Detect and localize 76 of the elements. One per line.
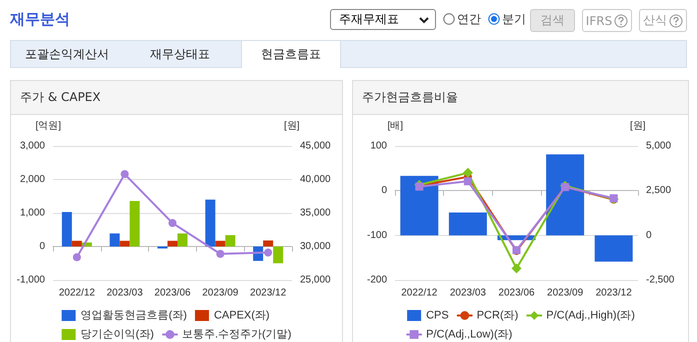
point [264, 248, 272, 257]
y2-tick-label: 40,000 [300, 174, 332, 185]
y-axis-title: [억원] [35, 120, 62, 132]
y-axis-title: [배] [387, 120, 404, 132]
bar [62, 212, 72, 246]
bar [400, 176, 438, 236]
bar [205, 200, 216, 246]
bar [168, 240, 178, 246]
text: 현금흐름표 [241, 40, 341, 68]
legend-label: 보통주.수정주가(기말) [182, 328, 292, 340]
point [120, 170, 129, 178]
legend-label: 영업활동현금흐름(좌) [80, 310, 187, 322]
y2-tick-label: 5,000 [646, 140, 672, 152]
text: 주재무제표 [339, 11, 399, 28]
y-tick-label: -200 [366, 274, 388, 286]
point [216, 250, 224, 258]
point [462, 168, 473, 178]
y2-axis-title: [원] [284, 120, 300, 132]
x-tick-label: 2022/12 [401, 288, 438, 298]
y2-tick-label: 2,500 [646, 185, 672, 196]
y-tick-label: 3,000 [20, 140, 46, 152]
legend-label: 당기순이익(좌) [80, 328, 154, 340]
y-tick-label: 0 [39, 241, 46, 252]
x-tick-label: 2023/12 [596, 288, 632, 298]
bar [110, 233, 120, 246]
y2-tick-label: 45,000 [300, 140, 332, 152]
legend-label: PCR(좌) [476, 310, 518, 322]
text: 재무분석 [10, 10, 70, 29]
y2-tick-label: -2,500 [646, 274, 675, 286]
y2-tick-label: 35,000 [300, 208, 332, 218]
bar [594, 235, 633, 262]
x-tick-label: 2023/03 [106, 288, 144, 298]
bar [130, 200, 140, 246]
point [512, 263, 522, 274]
chart-title: 주가 & CAPEX [11, 81, 342, 115]
y2-tick-label: 30,000 [300, 241, 332, 252]
bar [263, 240, 274, 246]
y2-axis-title: [원] [630, 120, 646, 132]
bar [215, 240, 226, 246]
point [464, 177, 472, 186]
chart-title: 주가현금흐름비율 [353, 81, 688, 115]
y-tick-label: 1,000 [20, 208, 46, 218]
x-tick-label: 2023/09 [547, 288, 584, 298]
text: 분기 [502, 11, 526, 28]
x-tick-label: 2023/12 [250, 288, 287, 298]
x-tick-label: 2023/03 [450, 288, 486, 298]
point [72, 253, 81, 262]
bar [120, 240, 130, 246]
text: 재무상태표 [149, 46, 211, 62]
bar [225, 235, 236, 246]
x-tick-label: 2023/09 [202, 288, 239, 298]
bar [72, 240, 82, 246]
bar [448, 212, 487, 236]
legend-label: P/C(Adj.,Low)(좌) [426, 328, 512, 340]
point [168, 219, 176, 228]
y-tick-label: 2,000 [20, 174, 46, 185]
bar [273, 246, 284, 264]
text: IFRS [582, 9, 632, 32]
y-tick-label: 100 [370, 140, 388, 152]
legend-label: CPS [426, 310, 449, 322]
bar [178, 233, 188, 246]
y2-tick-label: 25,000 [300, 274, 332, 286]
x-tick-label: 2023/06 [498, 288, 536, 298]
text: 연간 [457, 11, 481, 28]
text: 포괄손익계산서 [24, 46, 110, 62]
x-tick-label: 2022/12 [58, 288, 96, 298]
legend-label: P/C(Adj.,High)(좌) [546, 310, 635, 322]
bar [546, 154, 584, 236]
y-tick-label: -1,000 [16, 274, 46, 286]
y-tick-label: -100 [366, 230, 388, 241]
x-tick-label: 2023/06 [154, 288, 192, 298]
y2-tick-label: 0 [646, 230, 652, 241]
y-tick-label: 0 [381, 185, 388, 196]
text: 산식 [639, 9, 687, 32]
text: 검색 [530, 9, 575, 32]
legend-label: CAPEX(좌) [214, 310, 270, 322]
